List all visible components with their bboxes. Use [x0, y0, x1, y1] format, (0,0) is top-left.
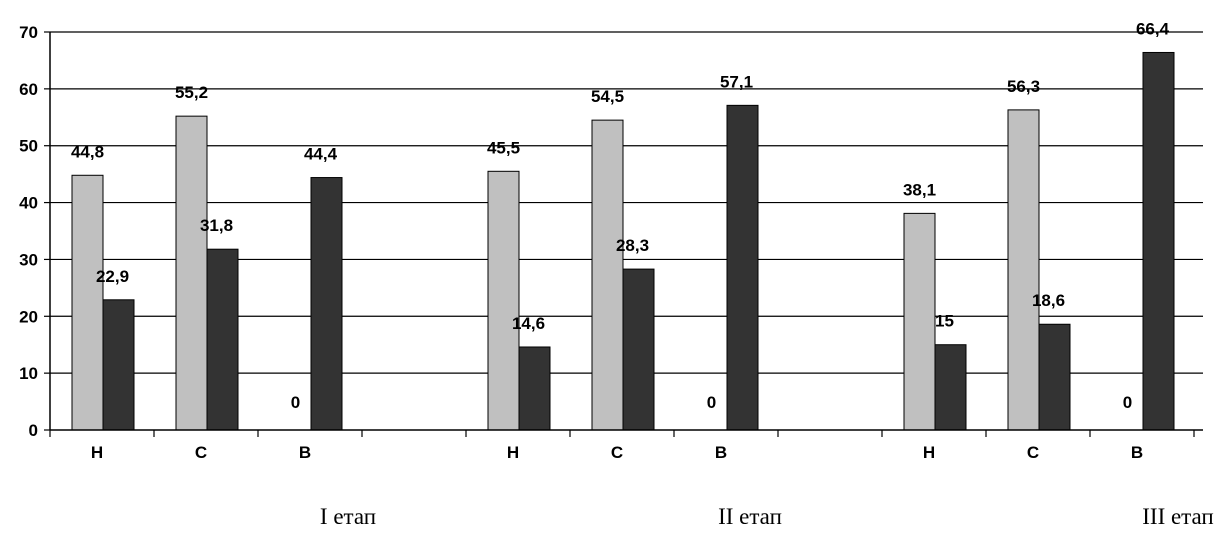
- data-label: 0: [291, 393, 300, 412]
- data-label: 18,6: [1032, 291, 1065, 310]
- data-label: 55,2: [175, 83, 208, 102]
- data-label: 44,4: [304, 145, 338, 164]
- bar: [726, 104, 759, 431]
- stage-label: II етап: [718, 504, 782, 529]
- data-label: 28,3: [616, 236, 649, 255]
- y-tick-label: 50: [19, 137, 38, 156]
- bar: [1038, 323, 1071, 431]
- bar: [71, 174, 104, 431]
- bar: [102, 299, 135, 431]
- data-label: 54,5: [591, 87, 624, 106]
- y-tick-label: 0: [29, 421, 38, 440]
- y-tick-label: 20: [19, 307, 38, 326]
- data-label: 0: [707, 393, 716, 412]
- x-tick-label: С: [195, 443, 207, 462]
- data-label: 57,1: [720, 72, 753, 91]
- x-tick-label: Н: [507, 443, 519, 462]
- data-label: 31,8: [200, 216, 233, 235]
- data-label: 56,3: [1007, 77, 1040, 96]
- y-tick-label: 70: [19, 23, 38, 42]
- data-label: 38,1: [903, 180, 936, 199]
- y-tick-label: 60: [19, 80, 38, 99]
- data-label: 15: [935, 312, 954, 331]
- data-label: 66,4: [1136, 19, 1170, 38]
- bar: [487, 170, 520, 431]
- bar: [206, 248, 239, 431]
- bar: [1142, 51, 1175, 431]
- bar: [310, 177, 343, 431]
- x-tick-label: В: [715, 443, 727, 462]
- bar: [1007, 109, 1040, 431]
- data-label: 44,8: [71, 142, 104, 161]
- x-tick-label: Н: [923, 443, 935, 462]
- data-label: 0: [1123, 393, 1132, 412]
- stage-label: I етап: [320, 504, 376, 529]
- y-tick-label: 30: [19, 250, 38, 269]
- x-tick-label: В: [1131, 443, 1143, 462]
- x-tick-label: В: [299, 443, 311, 462]
- bar: [622, 268, 655, 431]
- bar: [903, 212, 936, 431]
- data-label: 14,6: [512, 314, 545, 333]
- stage-label: III етап: [1142, 504, 1213, 529]
- bar: [591, 119, 624, 431]
- x-tick-label: Н: [91, 443, 103, 462]
- data-label: 22,9: [96, 267, 129, 286]
- y-tick-label: 40: [19, 194, 38, 213]
- bar: [518, 346, 551, 431]
- x-tick-label: С: [611, 443, 623, 462]
- bar: [934, 344, 967, 431]
- y-tick-label: 10: [19, 364, 38, 383]
- x-tick-label: С: [1027, 443, 1039, 462]
- data-label: 45,5: [487, 138, 520, 157]
- bar: [175, 115, 208, 431]
